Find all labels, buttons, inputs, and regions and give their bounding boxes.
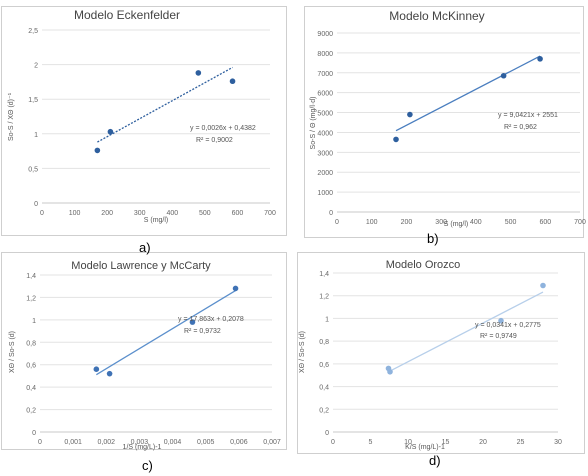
chart-panel-b [304,6,584,238]
chart-panel-d [297,252,585,454]
panel-label-a: a) [139,240,151,255]
panel-label-d: d) [429,453,441,468]
panel-label-b: b) [427,231,439,246]
chart-panel-c [1,252,287,450]
chart-panel-a [1,6,287,236]
panel-label-c: c) [142,458,153,473]
